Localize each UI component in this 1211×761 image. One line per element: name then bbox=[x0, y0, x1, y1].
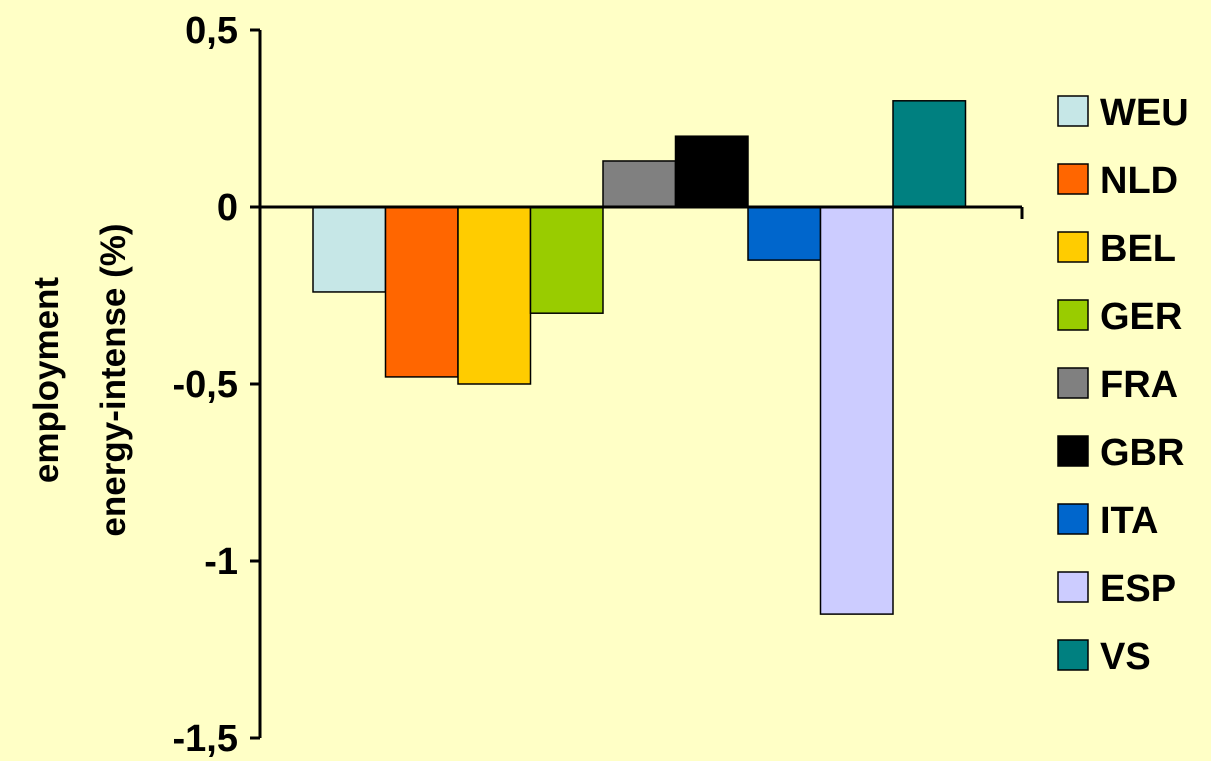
legend-item-bel: BEL bbox=[1057, 228, 1176, 270]
legend-label: GER bbox=[1100, 296, 1182, 338]
legend-item-vs: VS bbox=[1057, 636, 1151, 678]
legend-label: NLD bbox=[1100, 160, 1178, 202]
legend-label: ESP bbox=[1100, 568, 1176, 610]
legend-swatch bbox=[1057, 231, 1089, 263]
legend-label: WEU bbox=[1100, 92, 1189, 134]
y-axis-label-line-1: employment bbox=[27, 277, 66, 483]
legend-label: GBR bbox=[1100, 432, 1184, 474]
legend-label: VS bbox=[1100, 636, 1151, 678]
legend-item-esp: ESP bbox=[1057, 568, 1176, 610]
y-tick-label: -1,5 bbox=[173, 718, 238, 760]
bar-esp bbox=[819, 206, 894, 615]
legend-swatch bbox=[1057, 503, 1089, 535]
y-tick-labels: 0,5 0 -0,5 -1 -1,5 bbox=[173, 10, 260, 760]
legend-label: FRA bbox=[1100, 364, 1178, 406]
bar-nld bbox=[384, 206, 459, 378]
legend-swatch bbox=[1057, 639, 1089, 671]
legend-item-fra: FRA bbox=[1057, 364, 1178, 406]
bar-gbr bbox=[674, 135, 749, 208]
legend-swatch bbox=[1057, 571, 1089, 603]
bar-bel bbox=[457, 206, 532, 385]
legend-item-nld: NLD bbox=[1057, 160, 1178, 202]
legend-swatch bbox=[1057, 163, 1089, 195]
legend-label: BEL bbox=[1100, 228, 1176, 270]
bar-fra bbox=[602, 160, 677, 208]
legend: WEU NLD BEL GER FRA GBR ITA ESP VS bbox=[1057, 92, 1189, 678]
bar-ita bbox=[747, 206, 822, 261]
y-tick-label: -1 bbox=[204, 541, 238, 583]
y-tick-label: 0,5 bbox=[185, 10, 238, 52]
legend-label: ITA bbox=[1100, 500, 1158, 542]
legend-swatch bbox=[1057, 299, 1089, 331]
legend-swatch bbox=[1057, 367, 1089, 399]
y-tick-label: 0 bbox=[217, 187, 238, 229]
y-axis-label-line-2: energy-intense (%) bbox=[94, 223, 133, 536]
y-tick-label: -0,5 bbox=[173, 364, 238, 406]
legend-item-ger: GER bbox=[1057, 296, 1182, 338]
legend-swatch bbox=[1057, 95, 1089, 127]
bar-vs bbox=[892, 100, 967, 208]
legend-item-ita: ITA bbox=[1057, 500, 1158, 542]
y-axis-label: employment energy-intense (%) bbox=[27, 223, 133, 536]
legend-item-weu: WEU bbox=[1057, 92, 1189, 134]
bar-ger bbox=[529, 206, 604, 314]
bars bbox=[312, 100, 967, 615]
bar-weu bbox=[312, 206, 387, 293]
legend-item-gbr: GBR bbox=[1057, 432, 1184, 474]
legend-swatch bbox=[1057, 435, 1089, 467]
